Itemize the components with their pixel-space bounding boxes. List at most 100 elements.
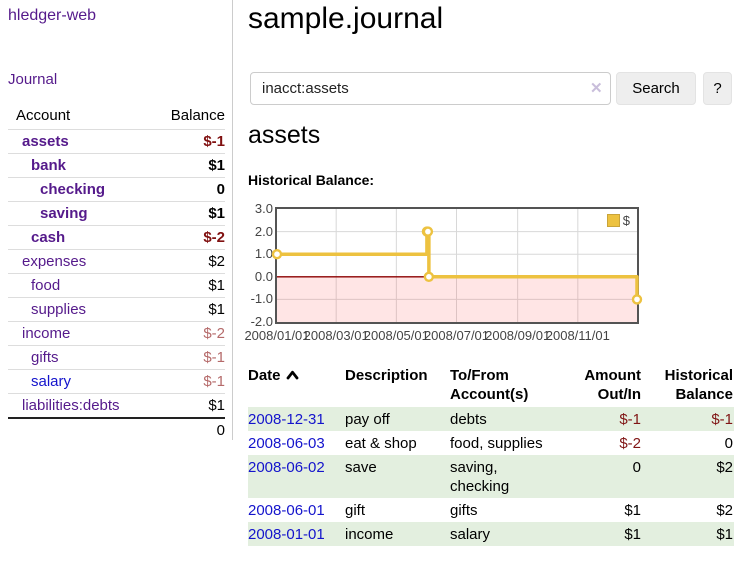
y-axis-tick-label: 1.0 (254, 246, 273, 262)
account-row: checking 0 (8, 177, 225, 202)
account-link[interactable]: liabilities:debts (22, 397, 120, 414)
help-button[interactable]: ? (703, 72, 732, 105)
account-balance: $-1 (203, 133, 225, 150)
transaction-description: save (345, 459, 377, 476)
transaction-amount: $-2 (619, 435, 641, 452)
sidebar: hledger-web Journal Account Balance asse… (0, 0, 233, 440)
account-link[interactable]: food (31, 277, 61, 294)
x-axis-tick-label: 2008/03/01 (303, 328, 369, 343)
accounts-total-row: 0 (8, 418, 225, 442)
account-link[interactable]: bank (31, 157, 67, 174)
account-link[interactable]: checking (40, 181, 106, 198)
account-link[interactable]: assets (22, 133, 69, 150)
account-link[interactable]: cash (31, 229, 66, 246)
register-header-amount[interactable]: Amount Out/In (584, 367, 641, 403)
balance-chart: 3.0 2.0 1.0 0.0 -1.0 -2.0 $ 2008/01/01 2008/03… (244, 202, 728, 345)
transaction-accounts: food, supplies (450, 435, 543, 452)
chart-legend: $ (604, 212, 632, 229)
transaction-accounts: salary (450, 526, 491, 543)
transaction-description: eat & shop (345, 435, 417, 452)
search-input[interactable] (250, 72, 611, 105)
transaction-amount: $-1 (619, 411, 641, 428)
x-axis-tick-label: 2008/07/01 (423, 328, 490, 343)
accounts-total: 0 (216, 422, 225, 439)
transaction-date-link[interactable]: 2008-06-02 (248, 459, 325, 476)
register-row: 2008-06-01 gift gifts $1 $2 (248, 498, 734, 522)
transaction-accounts: saving, checking (450, 459, 510, 495)
accounts-header-balance: Balance (170, 107, 225, 124)
account-balance: $1 (208, 277, 225, 294)
register-row: 2008-06-03 eat & shop food, supplies $-2… (248, 431, 734, 455)
transaction-balance: $-1 (711, 411, 733, 428)
main-content: sample.journal ✕ Search ? assets Histori… (234, 0, 742, 582)
y-axis-tick-label: 0.0 (254, 268, 273, 284)
transaction-description: gift (345, 502, 366, 519)
transaction-balance: $2 (716, 459, 733, 476)
app-brand-link[interactable]: hledger-web (8, 7, 97, 24)
transaction-balance: $2 (716, 502, 733, 519)
transaction-date-link[interactable]: 2008-06-03 (248, 435, 325, 452)
account-balance: $-2 (203, 229, 225, 246)
transaction-date-link[interactable]: 2008-12-31 (248, 411, 325, 428)
account-row: liabilities:debts $1 (8, 393, 225, 419)
register-header-date[interactable]: Date (248, 363, 345, 407)
transaction-accounts: debts (450, 411, 487, 428)
account-row: saving $1 (8, 201, 225, 226)
account-row: income $-2 (8, 321, 225, 346)
accounts-header-account: Account (16, 107, 71, 124)
legend-series-label: $ (622, 213, 630, 228)
account-balance: $1 (208, 205, 225, 222)
account-row: cash $-2 (8, 225, 225, 250)
y-axis-tick-label: 2.0 (254, 223, 273, 239)
account-balance: 0 (216, 181, 225, 198)
clear-search-icon[interactable]: ✕ (590, 80, 603, 97)
x-axis-tick-label: 2008/01/01 (244, 328, 310, 343)
chart-plot-area[interactable]: $ (271, 207, 643, 324)
transaction-accounts: gifts (450, 502, 478, 519)
transaction-date-link[interactable]: 2008-06-01 (248, 502, 325, 519)
chart-canvas (271, 209, 643, 322)
transaction-description: pay off (345, 411, 390, 428)
account-link[interactable]: income (22, 325, 71, 342)
account-row: bank $1 (8, 153, 225, 178)
account-balance: $1 (208, 157, 225, 174)
transaction-balance: 0 (724, 435, 733, 452)
transaction-date-link[interactable]: 2008-01-01 (248, 526, 325, 543)
chart-heading: Historical Balance: (248, 172, 375, 188)
register-header-description[interactable]: Description (345, 367, 428, 384)
register-table: Date Description To/From Account(s) Amou… (248, 363, 734, 546)
search-button[interactable]: Search (616, 72, 696, 105)
page-title: sample.journal (248, 2, 444, 35)
accounts-table-header: Account Balance (8, 103, 225, 130)
account-row: salary $-1 (8, 369, 225, 394)
account-link[interactable]: gifts (31, 349, 59, 366)
transaction-amount: $1 (624, 526, 641, 543)
register-row: 2008-01-01 income salary $1 $1 (248, 522, 734, 546)
account-link[interactable]: salary (31, 373, 72, 390)
account-row: supplies $1 (8, 297, 225, 322)
account-link[interactable]: expenses (22, 253, 87, 270)
transaction-amount: $1 (624, 502, 641, 519)
account-row: assets $-1 (8, 129, 225, 154)
sort-ascending-icon (286, 366, 299, 385)
legend-series-swatch (606, 214, 620, 227)
account-balance: $1 (208, 397, 225, 414)
register-header-balance[interactable]: Historical Balance (664, 367, 733, 403)
x-axis-tick-label: 2008/05/01 (363, 328, 429, 343)
data-point (422, 226, 434, 237)
register-header-accounts[interactable]: To/From Account(s) (450, 367, 529, 403)
x-axis-tick-label: 2008/11/01 (545, 328, 610, 343)
account-link[interactable]: supplies (31, 301, 87, 318)
data-point (631, 294, 643, 305)
account-balance: $-2 (203, 325, 225, 342)
account-link[interactable]: saving (40, 205, 88, 222)
transaction-description: income (345, 526, 394, 543)
account-balance: $-1 (203, 349, 225, 366)
register-header-row: Date Description To/From Account(s) Amou… (248, 363, 734, 407)
register-row: 2008-12-31 pay off debts $-1 $-1 (248, 407, 734, 431)
account-heading: assets (248, 121, 321, 149)
accounts-table: Account Balance assets $-1 bank $1 check… (8, 103, 225, 442)
sidebar-item-journal[interactable]: Journal (8, 71, 58, 88)
y-axis-tick-label: -1.0 (250, 291, 273, 307)
account-balance: $2 (208, 253, 225, 270)
